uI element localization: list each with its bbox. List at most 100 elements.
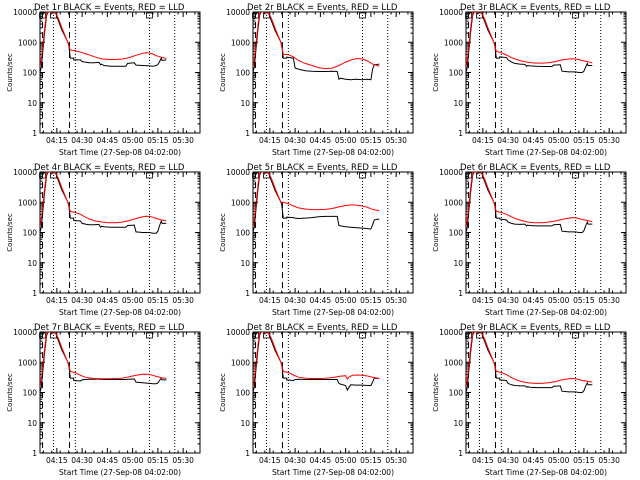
y-tick-label: 10000 bbox=[439, 328, 463, 337]
x-axis-label: Start Time (27-Sep-08 04:02:00) bbox=[485, 468, 607, 477]
x-tick-label: 04:15 bbox=[259, 296, 281, 305]
x-tick-label: 04:45 bbox=[523, 456, 545, 465]
x-tick-label: 04:15 bbox=[472, 456, 494, 465]
detector-panel: Det 1r BLACK = Events, RED = LLD Counts/s… bbox=[6, 3, 201, 157]
panel-title: Det 6r BLACK = Events, RED = LLD bbox=[460, 163, 611, 173]
x-tick-label: 04:45 bbox=[310, 456, 332, 465]
x-axis-label: Start Time (27-Sep-08 04:02:00) bbox=[272, 148, 394, 157]
y-tick-label: 10000 bbox=[13, 8, 37, 17]
x-axis-label: Start Time (27-Sep-08 04:02:00) bbox=[59, 148, 181, 157]
x-tick-label: 04:30 bbox=[71, 296, 93, 305]
y-tick-label: 10 bbox=[27, 99, 37, 108]
y-tick-label: 10000 bbox=[226, 8, 250, 17]
x-tick-label: 05:00 bbox=[122, 296, 144, 305]
y-tick-label: 1 bbox=[458, 289, 463, 298]
interval-marker bbox=[572, 12, 579, 19]
x-tick-label: 05:30 bbox=[598, 456, 620, 465]
x-tick-label: 04:45 bbox=[310, 136, 332, 145]
x-tick-label: 04:30 bbox=[71, 456, 93, 465]
interval-marker bbox=[146, 12, 153, 19]
panel-title: Det 5r BLACK = Events, RED = LLD bbox=[247, 163, 398, 173]
events-series-line bbox=[253, 332, 380, 393]
y-tick-label: 1 bbox=[245, 289, 250, 298]
x-tick-label: 05:30 bbox=[385, 296, 407, 305]
detector-panel: Det 4r BLACK = Events, RED = LLD Counts/s… bbox=[6, 163, 201, 317]
lld-series-line bbox=[466, 332, 593, 388]
panel-title: Det 8r BLACK = Events, RED = LLD bbox=[247, 323, 398, 333]
x-tick-label: 05:00 bbox=[335, 456, 357, 465]
y-tick-label: 1000 bbox=[18, 358, 37, 367]
x-tick-label: 04:30 bbox=[284, 296, 306, 305]
interval-marker bbox=[39, 12, 46, 19]
y-tick-label: 100 bbox=[236, 229, 251, 238]
lld-series-line bbox=[253, 172, 380, 228]
y-axis-label: Counts/sec bbox=[6, 53, 14, 92]
detector-panel: Det 9r BLACK = Events, RED = LLD Counts/s… bbox=[432, 323, 627, 477]
detector-panel: Det 6r BLACK = Events, RED = LLD Counts/s… bbox=[432, 163, 627, 317]
y-tick-label: 10000 bbox=[226, 168, 250, 177]
x-tick-label: 05:00 bbox=[335, 136, 357, 145]
x-tick-label: 04:45 bbox=[97, 456, 119, 465]
x-tick-label: 05:30 bbox=[385, 456, 407, 465]
x-tick-label: 05:15 bbox=[573, 136, 595, 145]
y-tick-label: 1000 bbox=[231, 38, 250, 47]
x-tick-label: 04:15 bbox=[472, 136, 494, 145]
panel-title: Det 9r BLACK = Events, RED = LLD bbox=[460, 323, 611, 333]
y-tick-label: 1000 bbox=[444, 358, 463, 367]
x-axis-label: Start Time (27-Sep-08 04:02:00) bbox=[485, 308, 607, 317]
x-axis-label: Start Time (27-Sep-08 04:02:00) bbox=[59, 468, 181, 477]
x-tick-label: 05:00 bbox=[548, 136, 570, 145]
interval-marker bbox=[39, 172, 46, 179]
plot-frame bbox=[465, 331, 627, 454]
x-tick-label: 05:15 bbox=[573, 456, 595, 465]
plot-frame bbox=[39, 331, 201, 454]
panel-title: Det 3r BLACK = Events, RED = LLD bbox=[460, 3, 611, 13]
x-tick-label: 05:00 bbox=[122, 456, 144, 465]
interval-marker bbox=[359, 172, 366, 179]
lld-series-line bbox=[40, 172, 167, 228]
y-tick-label: 10 bbox=[240, 419, 250, 428]
events-series-line bbox=[253, 12, 380, 81]
y-tick-label: 1 bbox=[32, 449, 37, 458]
x-tick-label: 04:45 bbox=[523, 136, 545, 145]
panel-title: Det 7r BLACK = Events, RED = LLD bbox=[34, 323, 185, 333]
x-tick-label: 04:45 bbox=[97, 136, 119, 145]
x-tick-label: 05:15 bbox=[147, 136, 169, 145]
y-tick-label: 10000 bbox=[439, 8, 463, 17]
interval-marker bbox=[39, 332, 46, 339]
x-tick-label: 04:45 bbox=[97, 296, 119, 305]
y-tick-label: 10000 bbox=[13, 168, 37, 177]
y-axis-label: Counts/sec bbox=[219, 213, 227, 252]
y-axis-label: Counts/sec bbox=[432, 213, 440, 252]
detector-panel: Det 8r BLACK = Events, RED = LLD Counts/s… bbox=[219, 323, 414, 477]
interval-marker bbox=[359, 12, 366, 19]
x-tick-label: 04:15 bbox=[46, 136, 68, 145]
x-tick-label: 04:15 bbox=[46, 296, 68, 305]
y-axis-label: Counts/sec bbox=[219, 53, 227, 92]
y-tick-label: 10000 bbox=[226, 328, 250, 337]
y-tick-label: 10 bbox=[27, 419, 37, 428]
y-tick-label: 10 bbox=[240, 99, 250, 108]
interval-marker bbox=[572, 172, 579, 179]
x-tick-label: 05:15 bbox=[360, 136, 382, 145]
y-tick-label: 10000 bbox=[439, 168, 463, 177]
x-tick-label: 05:00 bbox=[548, 456, 570, 465]
plot-frame bbox=[252, 331, 414, 454]
y-axis-label: Counts/sec bbox=[219, 373, 227, 412]
x-tick-label: 04:15 bbox=[259, 456, 281, 465]
x-axis-label: Start Time (27-Sep-08 04:02:00) bbox=[485, 148, 607, 157]
y-axis-label: Counts/sec bbox=[6, 213, 14, 252]
y-tick-label: 100 bbox=[236, 389, 251, 398]
y-tick-label: 100 bbox=[23, 69, 38, 78]
lld-series-line bbox=[40, 12, 167, 68]
x-tick-label: 05:00 bbox=[548, 296, 570, 305]
y-tick-label: 10 bbox=[240, 259, 250, 268]
y-tick-label: 10 bbox=[453, 259, 463, 268]
x-tick-label: 05:15 bbox=[573, 296, 595, 305]
y-tick-label: 1 bbox=[245, 129, 250, 138]
y-axis-label: Counts/sec bbox=[432, 373, 440, 412]
lld-series-line bbox=[253, 12, 380, 70]
x-tick-label: 05:15 bbox=[147, 456, 169, 465]
x-tick-label: 05:15 bbox=[360, 296, 382, 305]
